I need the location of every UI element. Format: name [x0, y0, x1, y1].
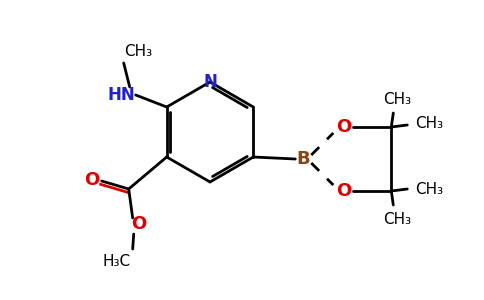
Text: N: N: [203, 73, 217, 91]
Text: CH₃: CH₃: [415, 182, 443, 196]
Text: CH₃: CH₃: [383, 92, 411, 106]
Text: H₃C: H₃C: [103, 254, 131, 269]
Text: O: O: [131, 215, 146, 233]
Text: O: O: [336, 118, 351, 136]
Text: B: B: [297, 150, 310, 168]
Text: CH₃: CH₃: [383, 212, 411, 226]
Text: CH₃: CH₃: [123, 44, 152, 59]
Text: O: O: [84, 171, 99, 189]
Text: O: O: [336, 182, 351, 200]
Text: CH₃: CH₃: [415, 116, 443, 130]
Text: HN: HN: [108, 86, 136, 104]
